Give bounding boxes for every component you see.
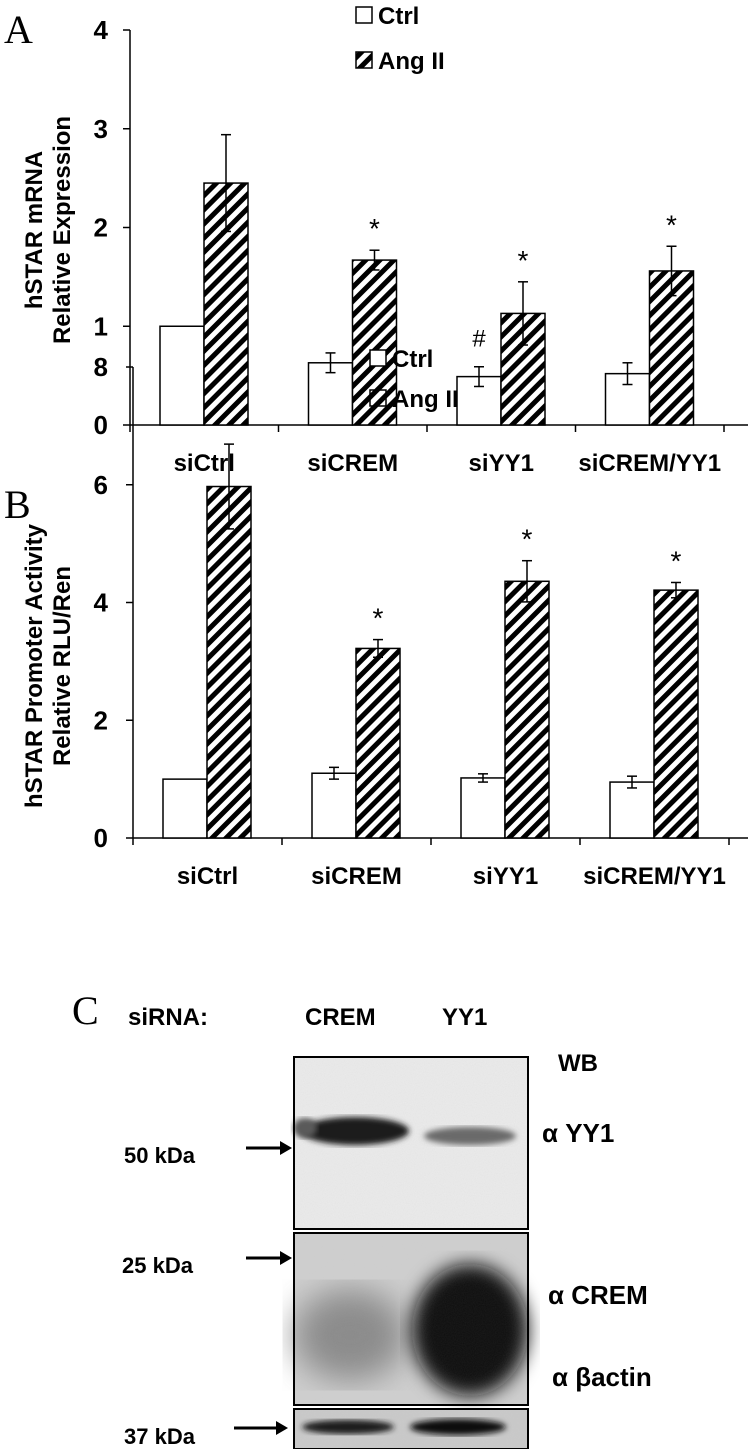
- significance-star-sicrem: *: [373, 603, 384, 634]
- chart-b: hSTAR Promoter Activity Relative RLU/Ren…: [21, 346, 748, 890]
- bar-ctrl-sicrem-yy1: [609, 781, 655, 839]
- legend-label-ang-ii: Ang II: [378, 48, 445, 75]
- band-actin-crem: [302, 1420, 394, 1434]
- marker-50kda: 50 kDa: [124, 1143, 196, 1168]
- x-category-label-sictrl: siCtrl: [174, 450, 235, 477]
- western-blot: siRNA: CREM YY1 WB 5: [122, 1004, 652, 1450]
- panel-label-c: C: [72, 988, 99, 1033]
- significance-star-sicrem-yy1: *: [666, 209, 677, 240]
- blot-panel-yy1: [293, 1056, 529, 1230]
- significance-star-sicrem: *: [369, 213, 380, 244]
- legend-label-ang-ii: Ang II: [392, 386, 459, 413]
- band-yy1-yy1: [424, 1127, 516, 1145]
- error-bar-ctrl-sicrem-yy1: [627, 775, 637, 789]
- arrow-37kda: [234, 1421, 288, 1435]
- bar-ang-ii-sicrem-yy1: [653, 589, 699, 839]
- bar-ang-ii-siyy1: [504, 580, 550, 839]
- significance-hash-siyy1: #: [472, 326, 486, 353]
- legend: Ctrl Ang II: [369, 346, 459, 413]
- error-bar-ctrl-sicrem-yy1: [622, 362, 633, 386]
- bar-ctrl-sicrem: [311, 772, 357, 839]
- x-category-label-sicrem: siCREM: [307, 450, 398, 477]
- legend-swatch-ctrl: [369, 349, 387, 367]
- error-bar-ctrl-sicrem: [329, 766, 339, 780]
- error-bar-ang-ii-sicrem: [369, 249, 380, 271]
- antibody-label-crem: α CREM: [548, 1280, 648, 1310]
- y-axis-label-line-2: Relative RLU/Ren: [49, 566, 76, 766]
- legend-swatch-ang-ii: [355, 51, 373, 69]
- lane-label-yy1: YY1: [442, 1004, 487, 1031]
- bar-ctrl-sictrl: [162, 778, 208, 839]
- error-bar-ang-ii-siyy1: [522, 559, 532, 603]
- bar-ctrl-sictrl: [159, 325, 205, 426]
- x-category-label-sictrl: siCtrl: [177, 863, 238, 890]
- error-bar-ang-ii-sicrem: [373, 638, 383, 659]
- marker-25kda: 25 kDa: [122, 1253, 194, 1278]
- y-tick-label: 0: [94, 410, 108, 440]
- significance-star-siyy1: *: [518, 245, 529, 276]
- bar-ctrl-sicrem-yy1: [604, 372, 651, 426]
- arrow-50kda: [246, 1141, 292, 1155]
- bar-ang-ii-sictrl: [206, 485, 252, 839]
- y-tick-label: 0: [94, 823, 108, 853]
- error-bar-ang-ii-sicrem-yy1: [666, 245, 677, 297]
- x-category-label-sicrem: siCREM: [311, 863, 402, 890]
- band-actin-yy1: [410, 1419, 506, 1435]
- panel-label-a: A: [4, 7, 33, 52]
- panel-label-b: B: [4, 482, 31, 527]
- error-bar-ctrl-siyy1: [474, 365, 484, 388]
- error-bar-ang-ii-sicrem-yy1: [671, 581, 681, 599]
- y-tick-label: 1: [94, 311, 108, 341]
- error-bar-ctrl-siyy1: [478, 773, 488, 783]
- significance-star-siyy1: *: [522, 524, 533, 555]
- error-bar-ang-ii-sictrl: [224, 443, 234, 530]
- error-bar-ang-ii-sictrl: [221, 133, 231, 233]
- y-tick-label: 2: [94, 213, 108, 243]
- y-tick-label: 4: [94, 588, 109, 618]
- wb-label: WB: [558, 1050, 598, 1077]
- marker-37kda: 37 kDa: [124, 1424, 196, 1449]
- chart-a: hSTAR mRNA Relative Expression Ctrl Ang …: [21, 3, 748, 477]
- sirna-label: siRNA:: [128, 1004, 208, 1031]
- bar-ang-ii-siyy1: [500, 312, 546, 426]
- blot-panel-actin: [293, 1408, 529, 1450]
- legend-label-ctrl: Ctrl: [392, 346, 433, 373]
- legend-swatch-ctrl: [355, 6, 373, 24]
- legend-label-ctrl: Ctrl: [378, 3, 419, 30]
- y-tick-label: 6: [94, 470, 108, 500]
- lane-label-crem: CREM: [305, 1004, 376, 1031]
- bar-ctrl-siyy1: [460, 777, 506, 839]
- x-category-label-sicrem-yy1: siCREM/YY1: [583, 863, 726, 890]
- legend: Ctrl Ang II: [355, 3, 445, 75]
- x-category-label-siyy1: siYY1: [469, 450, 534, 477]
- blot-panel-crem: [293, 1232, 529, 1406]
- y-tick-label: 3: [94, 114, 108, 144]
- y-axis-label-line-2: Relative Expression: [49, 116, 76, 344]
- antibody-label-actin: α βactin: [552, 1362, 652, 1392]
- error-bar-ang-ii-siyy1: [518, 281, 528, 346]
- y-tick-label: 2: [94, 705, 108, 735]
- arrow-25kda: [246, 1251, 292, 1265]
- error-bar-ctrl-sicrem: [325, 352, 336, 374]
- bar-ang-ii-sicrem-yy1: [648, 270, 695, 426]
- y-axis-label-line-1: hSTAR Promoter Activity: [21, 523, 48, 808]
- y-tick-label: 4: [94, 15, 109, 45]
- y-axis-label-line-1: hSTAR mRNA: [21, 151, 48, 309]
- y-tick-label: 8: [94, 352, 108, 382]
- x-category-label-siyy1: siYY1: [473, 863, 538, 890]
- legend-swatch-ang-ii: [369, 389, 387, 407]
- band-yy1-crem: [301, 1117, 409, 1145]
- significance-star-sicrem-yy1: *: [671, 545, 682, 576]
- x-category-label-sicrem-yy1: siCREM/YY1: [578, 450, 721, 477]
- antibody-label-yy1: α YY1: [542, 1118, 614, 1148]
- bar-ang-ii-sicrem: [355, 647, 401, 839]
